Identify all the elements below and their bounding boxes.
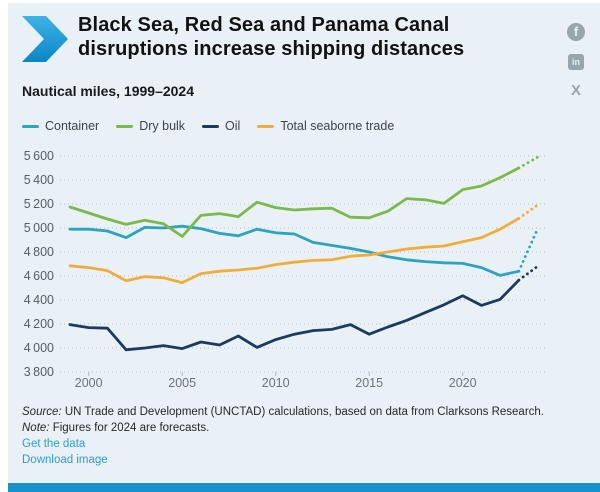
series-line-total-seaborne-trade [68, 217, 521, 285]
y-axis-label-4400: 4 400 [24, 293, 54, 307]
x-axis-label-2020: 2020 [449, 376, 477, 390]
legend-label: Oil [225, 119, 241, 133]
linkedin-share-icon[interactable]: in [568, 54, 584, 70]
unctad-chevron-logo [22, 16, 68, 62]
legend-item-dry-bulk[interactable]: Dry bulk [116, 119, 185, 133]
download-image-link[interactable]: Download image [22, 454, 108, 466]
bottom-accent-bar [8, 483, 600, 492]
legend-label: Dry bulk [139, 119, 186, 133]
x-share-icon[interactable]: X [570, 82, 581, 99]
x-axis-label-2010: 2010 [262, 376, 290, 390]
forecast-segment-total-seaborne-trade [517, 203, 539, 220]
chart-subtitle-units: Nautical miles, 1999–2024 [22, 83, 195, 99]
y-axis-label-4200: 4 200 [24, 317, 54, 331]
title-line-1: Black Sea, Red Sea and Panama Canal [78, 14, 450, 36]
series-line-dry-bulk [68, 166, 521, 238]
note-text: Figures for 2024 are forecasts. [49, 422, 210, 434]
y-axis-label-4800: 4 800 [24, 245, 54, 259]
x-axis-label-2005: 2005 [168, 376, 196, 390]
chart-card: Black Sea, Red Sea and Panama Canal disr… [8, 3, 600, 492]
legend-dash-icon [22, 124, 39, 128]
y-axis-label-5000: 5 000 [24, 221, 54, 235]
get-the-data-link[interactable]: Get the data [22, 438, 86, 450]
x-axis-label-2000: 2000 [75, 376, 103, 390]
source-text: UN Trade and Development (UNCTAD) calcul… [61, 406, 544, 418]
y-axis-label-5200: 5 200 [24, 197, 54, 211]
facebook-share-icon[interactable]: f [567, 23, 585, 41]
legend-item-container[interactable]: Container [22, 119, 99, 133]
forecast-segment-dry-bulk [517, 155, 539, 170]
series-line-container [68, 224, 521, 277]
legend-dash-icon [257, 124, 275, 128]
y-axis-label-4000: 4 000 [24, 341, 54, 355]
y-axis-label-4600: 4 600 [24, 269, 54, 283]
page-title: Black Sea, Red Sea and Panama Canal disr… [78, 13, 518, 61]
chart-footer: Source: UN Trade and Development (UNCTAD… [22, 404, 544, 468]
social-share-column: f in X [566, 23, 586, 98]
source-label: Source: [22, 406, 62, 418]
source-line: Source: UN Trade and Development (UNCTAD… [22, 404, 544, 420]
legend-label: Total seaborne trade [280, 119, 395, 133]
series-line-oil [68, 278, 521, 352]
chart-canvas: 3 800 4 000 4 200 4 400 4 600 4 800 5 000 5 200… [24, 149, 548, 390]
note-line: Note: Figures for 2024 are forecasts. [22, 420, 544, 436]
note-label: Note: [22, 422, 50, 434]
title-line-2: disruptions increase shipping distances [78, 38, 465, 60]
chart-legend: Container Dry bulk Oil Total seaborne trade [22, 119, 394, 133]
y-axis-label-5600: 5 600 [24, 149, 54, 163]
y-axis-label-5400: 5 400 [24, 173, 54, 187]
legend-label: Container [45, 119, 100, 133]
forecast-segment-container [517, 227, 539, 273]
legend-dash-icon [202, 124, 220, 128]
legend-dash-icon [116, 124, 134, 128]
forecast-segment-oil [517, 265, 539, 282]
x-axis-label-2015: 2015 [355, 376, 383, 390]
y-axis-label-3800: 3 800 [24, 365, 54, 379]
legend-item-oil[interactable]: Oil [202, 119, 240, 133]
legend-item-total-seaborne-trade[interactable]: Total seaborne trade [257, 119, 394, 133]
